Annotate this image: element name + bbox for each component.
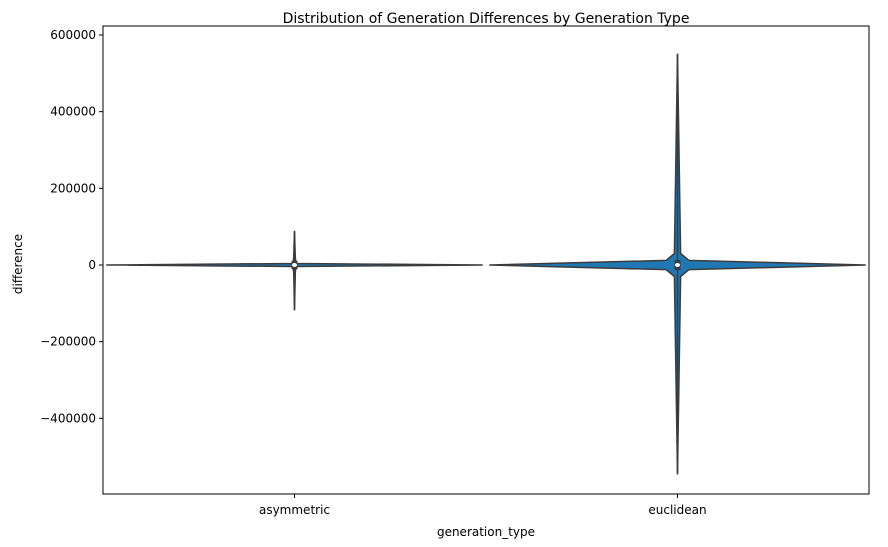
x-tick-label: euclidean xyxy=(648,503,706,517)
y-tick-label: 200000 xyxy=(50,181,96,195)
y-tick-label: 600000 xyxy=(50,28,96,42)
y-tick-label: 0 xyxy=(88,258,96,272)
x-axis-label: generation_type xyxy=(437,525,535,539)
y-axis: −400000 −200000 0 200000 400000 600000 xyxy=(40,28,103,425)
y-tick-label: −400000 xyxy=(40,411,96,425)
y-tick-label: −200000 xyxy=(40,335,96,349)
plot-frame xyxy=(102,25,870,495)
y-tick-label: 400000 xyxy=(50,105,96,119)
violins xyxy=(106,53,866,475)
y-axis-label: difference xyxy=(11,234,25,294)
chart-title: Distribution of Generation Differences b… xyxy=(283,11,690,27)
violin-median-euclidean xyxy=(675,263,680,267)
violin-median-asymmetric xyxy=(292,263,297,267)
x-axis: asymmetric euclidean xyxy=(259,494,707,517)
x-tick-label: asymmetric xyxy=(259,503,330,517)
